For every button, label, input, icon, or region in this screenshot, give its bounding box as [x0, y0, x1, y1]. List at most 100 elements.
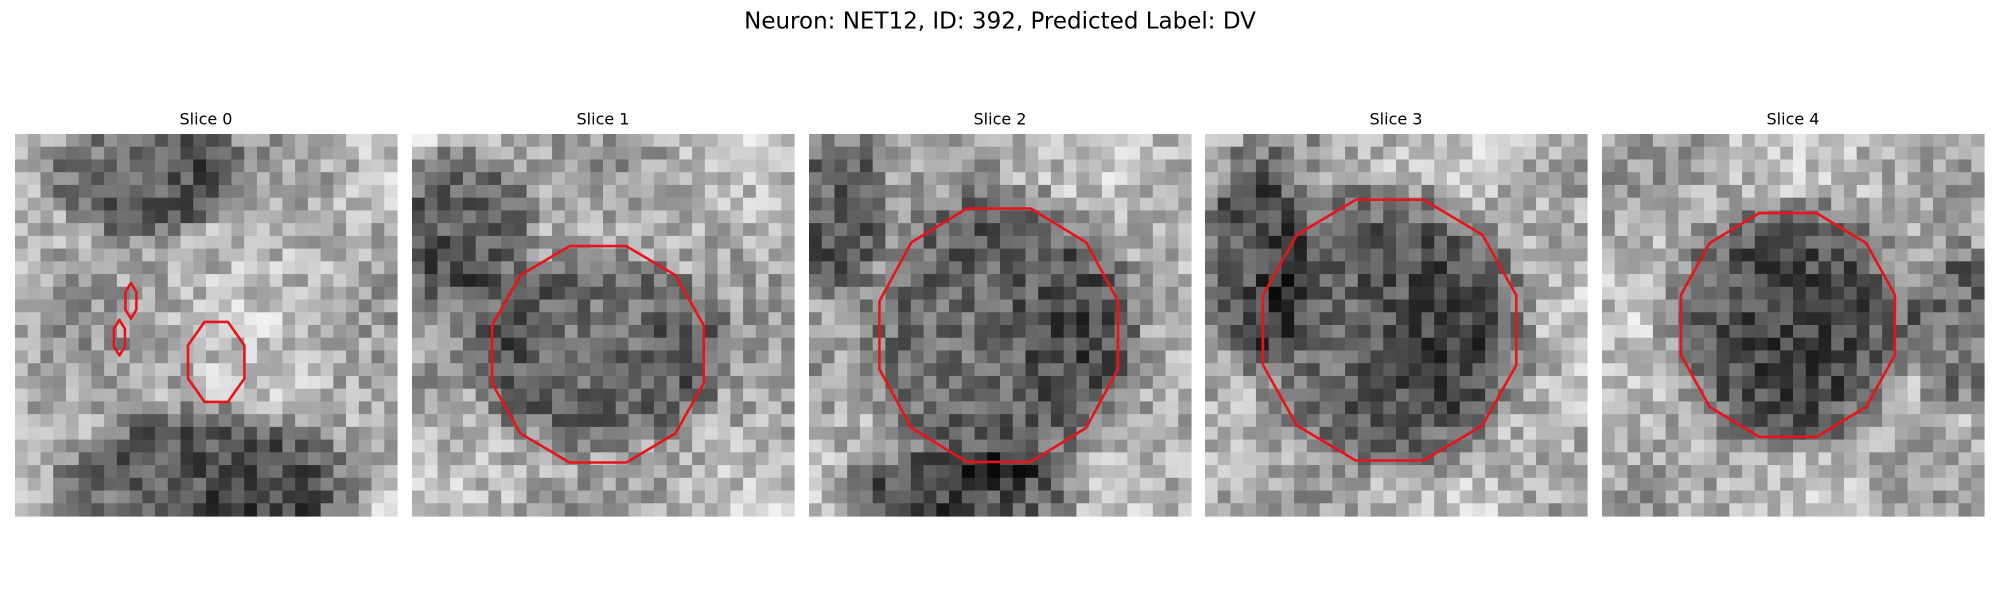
- pixel: [1255, 274, 1270, 288]
- pixel: [206, 363, 220, 377]
- pixel: [53, 350, 67, 364]
- pixel: [1523, 503, 1537, 517]
- pixel: [1000, 312, 1014, 326]
- pixel: [1050, 426, 1065, 441]
- pixel: [1497, 426, 1512, 441]
- pixel: [1281, 426, 1295, 441]
- pixel: [1319, 477, 1333, 492]
- pixel: [910, 375, 925, 390]
- pixel: [577, 261, 591, 275]
- pixel: [730, 388, 744, 402]
- pixel: [155, 184, 169, 199]
- pixel: [987, 274, 1001, 288]
- pixel: [1294, 184, 1308, 199]
- pixel: [1882, 248, 1896, 262]
- pixel: [1627, 248, 1641, 262]
- pixel: [1446, 223, 1461, 237]
- pixel: [513, 312, 528, 326]
- pixel: [104, 439, 118, 453]
- pixel: [847, 274, 861, 288]
- pixel: [1627, 299, 1641, 313]
- pixel: [256, 184, 271, 199]
- pixel: [1614, 452, 1629, 466]
- pixel: [333, 299, 347, 313]
- pixel: [129, 414, 143, 428]
- pixel: [641, 172, 655, 186]
- pixel: [1678, 184, 1692, 199]
- pixel: [1345, 439, 1359, 453]
- pixel: [1561, 477, 1575, 492]
- pixel: [488, 465, 502, 479]
- pixel: [1907, 210, 1921, 224]
- pixel: [679, 337, 693, 352]
- pixel: [1640, 197, 1654, 211]
- pixel: [768, 197, 782, 211]
- pixel: [552, 439, 566, 453]
- pixel: [1920, 134, 1934, 148]
- pixel: [923, 197, 937, 211]
- pixel: [244, 465, 258, 479]
- pixel: [1178, 363, 1192, 377]
- pixel: [384, 503, 398, 517]
- pixel: [1971, 197, 1985, 211]
- pixel: [231, 477, 245, 492]
- pixel: [1742, 299, 1756, 313]
- pixel: [692, 235, 706, 250]
- pixel: [1729, 426, 1743, 441]
- pixel: [859, 146, 874, 161]
- pixel: [1140, 159, 1154, 173]
- pixel: [1165, 503, 1179, 517]
- pixel: [1561, 490, 1575, 504]
- pixel: [692, 477, 706, 492]
- pixel: [1818, 299, 1832, 313]
- pixel: [155, 159, 169, 173]
- pixel: [1243, 184, 1257, 199]
- pixel: [603, 184, 617, 199]
- pixel: [1497, 350, 1512, 364]
- pixel: [437, 426, 451, 441]
- pixel: [1357, 248, 1372, 262]
- pixel: [1089, 184, 1103, 199]
- pixel: [949, 299, 963, 313]
- pixel: [1754, 503, 1769, 517]
- pixel: [1050, 184, 1065, 199]
- pixel: [590, 477, 604, 492]
- pixel: [333, 337, 347, 352]
- pixel: [1665, 325, 1679, 339]
- pixel: [1907, 261, 1921, 275]
- pixel: [1523, 363, 1537, 377]
- pixel: [1805, 388, 1820, 402]
- pixel: [821, 248, 836, 262]
- pixel: [1627, 465, 1641, 479]
- pixel: [358, 312, 373, 326]
- pixel: [295, 274, 309, 288]
- pixel: [1703, 159, 1718, 173]
- pixel: [488, 274, 502, 288]
- pixel: [1780, 299, 1794, 313]
- pixel: [1217, 503, 1232, 517]
- pixel: [1780, 146, 1794, 161]
- pixel: [1574, 134, 1588, 148]
- pixel: [1268, 439, 1282, 453]
- pixel: [1510, 477, 1524, 492]
- pixel: [307, 414, 322, 428]
- pixel: [371, 248, 385, 262]
- pixel: [1843, 261, 1858, 275]
- pixel: [1945, 286, 1960, 301]
- pixel: [1652, 184, 1667, 199]
- pixel: [717, 414, 731, 428]
- pixel: [1319, 172, 1333, 186]
- pixel: [1856, 490, 1870, 504]
- pixel: [666, 337, 680, 352]
- pixel: [898, 286, 912, 301]
- pixel: [1268, 363, 1282, 377]
- pixel: [1742, 159, 1756, 173]
- pixel: [488, 503, 502, 517]
- pixel: [384, 477, 398, 492]
- pixel: [1281, 274, 1295, 288]
- pixel: [1294, 452, 1308, 466]
- pixel: [1894, 286, 1909, 301]
- pixel: [231, 134, 245, 148]
- pixel: [1497, 312, 1512, 326]
- pixel: [104, 184, 118, 199]
